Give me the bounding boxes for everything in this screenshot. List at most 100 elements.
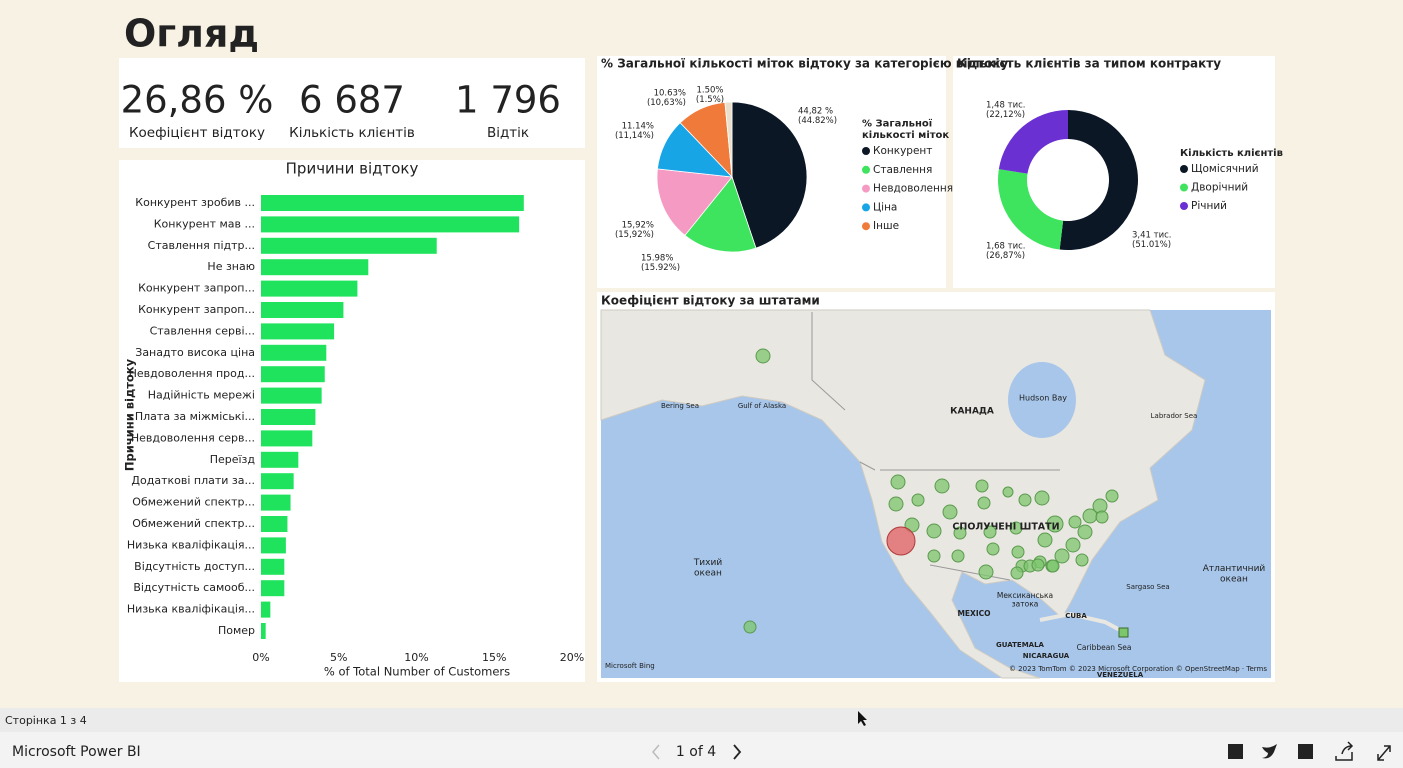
y-axis-title: Причини відтоку: [123, 358, 137, 471]
x-tick-label: 5%: [330, 651, 347, 664]
app-name: Microsoft Power BI: [12, 744, 141, 760]
legend-marker: [862, 147, 870, 155]
bar: [261, 430, 313, 447]
kpi-label: Відтік: [487, 125, 529, 141]
bar: [261, 601, 271, 618]
map-label: Мексиканська затока: [997, 591, 1053, 609]
category-label: Надійність мережі: [148, 389, 255, 402]
legend-label: Конкурент: [873, 145, 932, 157]
facebook-icon[interactable]: [1228, 744, 1243, 759]
data-label: 1.50% (1.5%): [696, 85, 724, 105]
map-label: Gulf of Alaska: [738, 402, 786, 410]
data-label: 3,41 тис. (51.01%): [1132, 230, 1171, 250]
x-axis-title: % of Total Number of Customers: [324, 665, 510, 679]
map-label: Hudson Bay: [1019, 394, 1067, 403]
kpi-label: Кількість клієнтів: [289, 125, 415, 141]
legend-label: Невдоволення: [873, 183, 953, 195]
bar: [261, 323, 335, 340]
legend-marker: [862, 184, 870, 193]
bar: [261, 409, 316, 425]
x-tick-label: 20%: [560, 651, 584, 664]
bar: [261, 537, 286, 554]
category-label: Плата за міжміські...: [135, 410, 255, 423]
bar: [261, 344, 327, 361]
data-label: 15,92% (15,92%): [615, 220, 654, 240]
bar: [261, 623, 266, 639]
category-label: Ставлення серві...: [150, 324, 255, 337]
category-label: Обмежений спектр...: [132, 517, 255, 530]
map-label: КАНАДА: [950, 407, 994, 417]
bar: [261, 451, 299, 468]
map-title: Коефіцієнт відтоку за штатами: [601, 294, 820, 308]
legend-marker: [1180, 165, 1188, 173]
map-provider: Microsoft Bing: [605, 662, 655, 670]
next-page[interactable]: [733, 744, 742, 760]
bar: [261, 280, 358, 297]
bar: [261, 558, 285, 575]
pie-slice: [731, 101, 808, 249]
data-label: 15.98% (15.92%): [641, 253, 680, 273]
linkedin-icon[interactable]: [1298, 744, 1313, 759]
bar: [261, 387, 322, 404]
twitter-icon[interactable]: [1262, 744, 1277, 759]
legend-title: % Загальної кількості міток: [862, 118, 949, 142]
map-label: GUATEMALA: [996, 641, 1044, 649]
category-label: Невдоволення прод...: [129, 367, 255, 380]
data-label: 44,82 % (44.82%): [798, 106, 837, 126]
map-label: Labrador Sea: [1151, 412, 1198, 420]
category-label: Низька кваліфікація...: [127, 538, 255, 551]
map[interactable]: КАНАДА СПОЛУЧЕНІ ШТАТИ Тихий океан Атлантичн…: [600, 309, 1271, 679]
legend-label: Річний: [1191, 200, 1227, 212]
fullscreen-icon[interactable]: [1377, 745, 1391, 761]
state-bubbles: [743, 348, 1119, 634]
pie-slice: [684, 176, 757, 253]
map-label: СПОЛУЧЕНІ ШТАТИ: [952, 522, 1059, 533]
cuba: [1039, 611, 1121, 632]
map-label: Атлантичний океан: [1203, 564, 1266, 584]
category-label: Конкурент запроп...: [138, 282, 255, 295]
chart-title: % Загальної кількості міток відтоку за к…: [601, 57, 1008, 71]
cursor: [858, 711, 867, 726]
bar: [261, 216, 520, 233]
pie-slice: [656, 168, 733, 236]
kpi-label: Коефіцієнт відтоку: [129, 125, 265, 141]
bar: [261, 580, 285, 597]
category-label: Переїзд: [210, 453, 256, 466]
bar: [261, 516, 288, 532]
legend-label: Ціна: [873, 201, 897, 213]
legend-marker: [1180, 183, 1188, 192]
donut-segment: [998, 110, 1068, 174]
bar: [261, 494, 291, 511]
legend-title: Кількість клієнтів: [1180, 148, 1283, 159]
x-tick-label: 15%: [482, 651, 506, 664]
map-label: CUBA: [1065, 612, 1087, 620]
category-label: Конкурент зробив ...: [135, 196, 255, 209]
legend-marker: [1180, 202, 1188, 210]
legend-label: Щомісячний: [1191, 163, 1259, 175]
category-label: Не знаю: [207, 260, 255, 273]
legend-marker: [862, 222, 870, 231]
hudson-bay: [1008, 362, 1076, 438]
category-label: Ставлення підтр...: [148, 239, 255, 252]
category-label: Низька кваліфікація...: [127, 603, 255, 616]
category-label: Конкурент запроп...: [138, 303, 255, 316]
kpi-value: 6 687: [299, 79, 405, 122]
category-label: Обмежений спектр...: [132, 496, 255, 509]
map-label: Caribbean Sea: [1077, 643, 1132, 652]
donut-segment: [1059, 110, 1138, 250]
map-attribution: © 2023 TomTom © 2023 Microsoft Corporati…: [1009, 665, 1267, 673]
category-label: Помер: [218, 624, 255, 637]
pie-slice: [724, 101, 733, 178]
donut-segment: [998, 169, 1064, 250]
share-icon[interactable]: [1335, 741, 1354, 761]
legend-marker: [862, 203, 870, 212]
bottom-bar: [0, 732, 1403, 768]
x-tick-label: 10%: [404, 651, 428, 664]
data-label: 10.63% (10,63%): [647, 88, 686, 108]
prev-page[interactable]: [652, 744, 660, 760]
territory-marker: [1118, 627, 1129, 638]
state-bubble-highlight: [886, 526, 916, 556]
borders: [811, 312, 1060, 581]
category-label: Невдоволення серв...: [131, 431, 255, 444]
category-label: Відсутність доступ...: [134, 560, 255, 573]
